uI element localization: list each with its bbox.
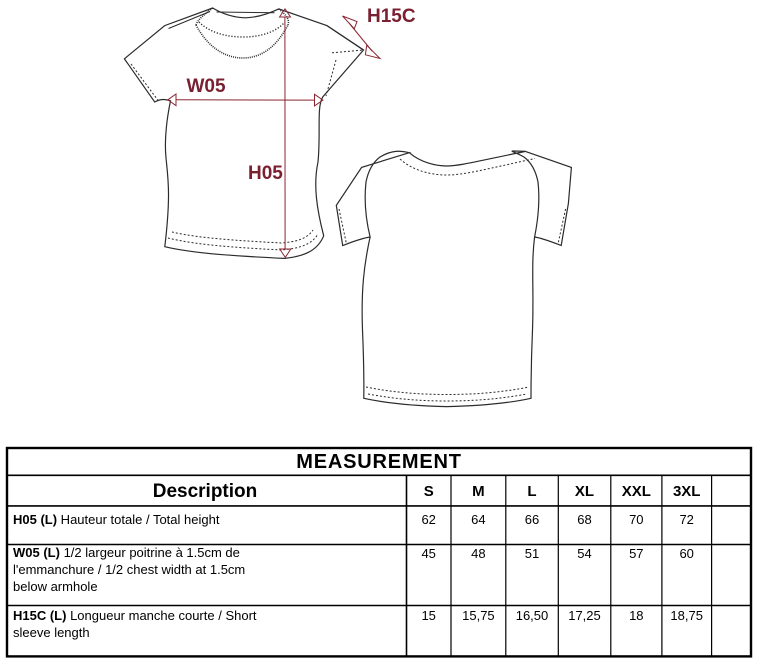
svg-text:60: 60 <box>679 546 693 561</box>
svg-text:L: L <box>527 483 536 500</box>
svg-text:below armhole: below armhole <box>13 579 98 594</box>
svg-text:45: 45 <box>421 546 435 561</box>
svg-text:3XL: 3XL <box>673 483 701 500</box>
svg-text:70: 70 <box>629 512 643 527</box>
svg-text:51: 51 <box>525 546 539 561</box>
svg-text:H15C (L) Longueur manche court: H15C (L) Longueur manche courte / Short <box>13 608 257 623</box>
svg-text:W05: W05 <box>187 76 227 97</box>
svg-text:17,25: 17,25 <box>568 608 601 623</box>
svg-text:XXL: XXL <box>622 483 651 500</box>
svg-text:62: 62 <box>421 512 435 527</box>
svg-text:64: 64 <box>471 512 485 527</box>
svg-text:15,75: 15,75 <box>462 608 495 623</box>
svg-text:l'emmanchure / 1/2 chest width: l'emmanchure / 1/2 chest width at 1.5cm <box>13 562 245 577</box>
svg-text:sleeve length: sleeve length <box>13 625 90 640</box>
svg-text:Description: Description <box>153 481 258 502</box>
svg-text:W05 (L) 1/2 largeur poitrine à: W05 (L) 1/2 largeur poitrine à 1.5cm de <box>13 545 240 560</box>
svg-text:H05 (L) Hauteur totale / Total: H05 (L) Hauteur totale / Total height <box>13 512 220 527</box>
svg-text:18: 18 <box>629 608 643 623</box>
svg-text:15: 15 <box>421 608 435 623</box>
svg-text:MEASUREMENT: MEASUREMENT <box>296 451 461 473</box>
svg-text:66: 66 <box>525 512 539 527</box>
svg-text:H05: H05 <box>248 163 283 184</box>
svg-text:57: 57 <box>629 546 643 561</box>
svg-text:54: 54 <box>577 546 591 561</box>
svg-text:S: S <box>424 483 434 500</box>
svg-text:18,75: 18,75 <box>670 608 703 623</box>
svg-text:16,50: 16,50 <box>516 608 549 623</box>
svg-text:XL: XL <box>575 483 594 500</box>
svg-text:H15C: H15C <box>367 6 416 27</box>
svg-text:48: 48 <box>471 546 485 561</box>
svg-text:M: M <box>472 483 485 500</box>
svg-text:68: 68 <box>577 512 591 527</box>
svg-text:72: 72 <box>679 512 693 527</box>
